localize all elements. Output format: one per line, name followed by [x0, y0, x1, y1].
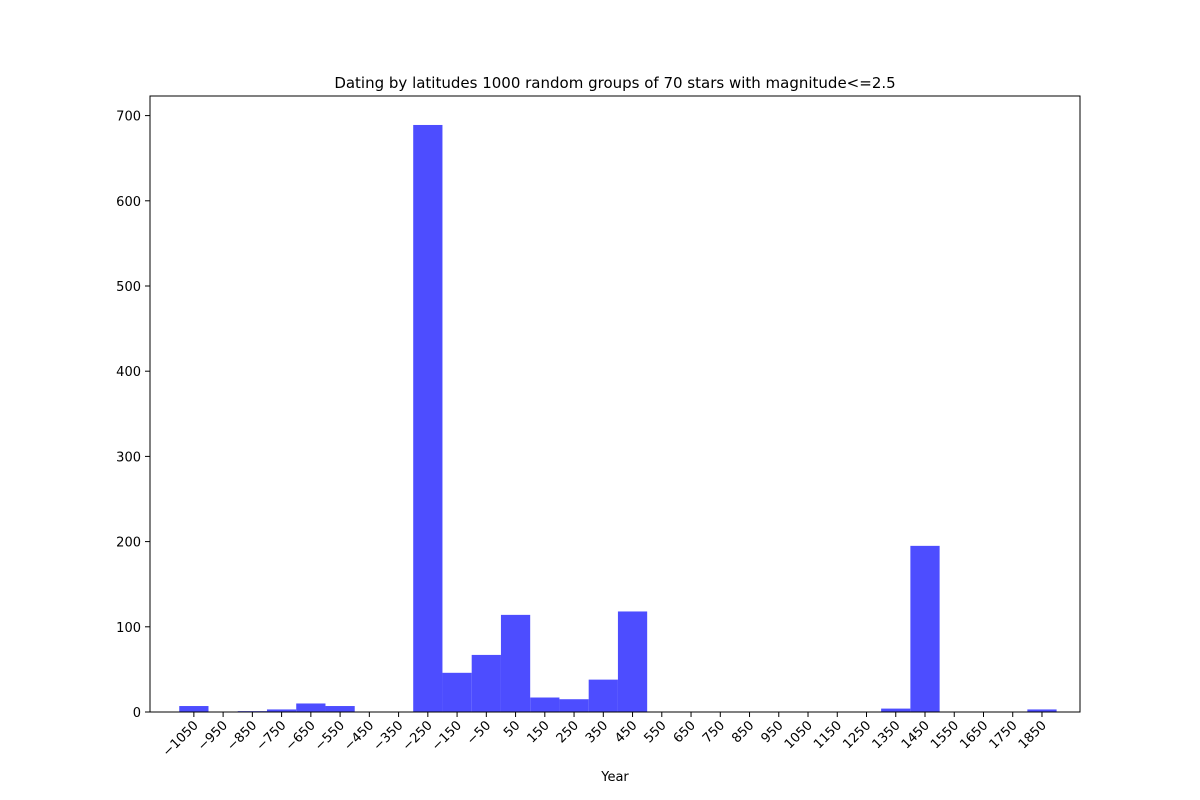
- x-tick-label: 250: [554, 718, 582, 746]
- y-ticks-group: 0 100 200 300 400 500 600 700: [116, 110, 150, 721]
- x-tick-label: 150: [524, 718, 552, 746]
- y-tick-label: 500: [116, 280, 141, 295]
- x-tick-label: 1850: [1016, 718, 1050, 752]
- x-tick-label: 1450: [899, 718, 933, 752]
- x-tick-label: 350: [583, 718, 611, 746]
- x-tick-label: 450: [612, 718, 640, 746]
- histogram-bar: [325, 706, 355, 712]
- y-tick-label: 0: [133, 706, 141, 721]
- plot-area-frame: [149, 95, 1081, 713]
- x-tick-label: 750: [700, 718, 728, 746]
- histogram-bar: [266, 709, 297, 712]
- x-tick-label: −850: [224, 718, 260, 754]
- x-tick-label: −650: [283, 718, 319, 754]
- bars-group: [179, 124, 1057, 712]
- histogram-bar: [1027, 709, 1057, 712]
- x-tick-label: −750: [254, 718, 290, 754]
- y-tick-label: 200: [116, 536, 141, 551]
- x-axis-label: Year: [600, 770, 629, 785]
- histogram-bar: [471, 654, 501, 712]
- x-tick-label: 1750: [987, 718, 1021, 752]
- histogram-bar: [559, 699, 589, 712]
- x-tick-label: 550: [641, 718, 669, 746]
- histogram-bar: [530, 697, 560, 712]
- x-ticks-group: −1050−950−850−750−650−550−450−350−250−15…: [160, 712, 1050, 760]
- x-tick-label: −550: [312, 718, 348, 754]
- x-tick-label: 1350: [870, 718, 904, 752]
- y-tick-label: 100: [116, 621, 141, 636]
- x-tick-label: −50: [464, 718, 494, 748]
- x-tick-label: −1050: [160, 718, 202, 760]
- y-tick-label: 400: [116, 365, 141, 380]
- histogram-bar: [617, 611, 648, 712]
- histogram-bar: [413, 124, 443, 712]
- x-tick-label: −450: [341, 718, 377, 754]
- x-tick-label: 1150: [811, 718, 845, 752]
- histogram-bar: [881, 708, 911, 712]
- x-tick-label: −150: [429, 718, 465, 754]
- histogram-bar: [588, 679, 618, 712]
- chart-title: Dating by latitudes 1000 random groups o…: [334, 74, 895, 92]
- histogram-bar: [296, 703, 326, 712]
- x-tick-label: 50: [501, 718, 523, 740]
- x-tick-label: 1250: [840, 718, 874, 752]
- x-tick-label: −350: [371, 718, 407, 754]
- x-tick-label: 650: [671, 718, 699, 746]
- histogram-bar: [442, 672, 472, 712]
- histogram-bar: [179, 706, 209, 712]
- x-tick-label: −950: [195, 718, 231, 754]
- histogram-bar: [500, 614, 531, 712]
- x-tick-label: 1650: [957, 718, 991, 752]
- x-tick-label: −250: [400, 718, 436, 754]
- histogram-bar: [910, 545, 940, 712]
- y-tick-label: 600: [116, 195, 141, 210]
- y-tick-label: 700: [116, 110, 141, 125]
- x-tick-label: 1050: [782, 718, 816, 752]
- x-tick-label: 850: [729, 718, 757, 746]
- x-tick-label: 1550: [928, 718, 962, 752]
- y-tick-label: 300: [116, 450, 141, 465]
